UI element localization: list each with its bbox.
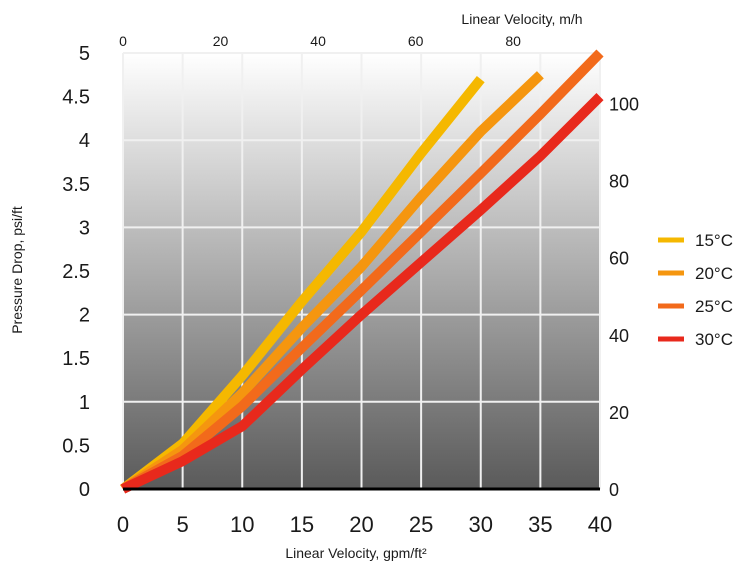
top-tick-labels: 0 20 40 60 80	[119, 33, 521, 49]
legend-label: 20°C	[695, 264, 733, 283]
x-tick-labels: 0 5 10 15 20 25 30 35 40	[117, 512, 612, 537]
y-tick-label: 0.5	[62, 435, 90, 457]
y-tick-label: 1.5	[62, 348, 90, 370]
y-tick-label: 4.5	[62, 87, 90, 109]
x-tick-label: 0	[117, 512, 129, 537]
x-tick-label: 25	[409, 512, 433, 537]
y-axis-title: Pressure Drop, psi/ft	[9, 206, 25, 334]
y-tick-label: 4	[79, 130, 90, 152]
series-lines	[119, 49, 604, 494]
x-tick-label: 40	[588, 512, 612, 537]
y-tick-label: 2	[79, 305, 90, 327]
x-tick-label: 15	[290, 512, 314, 537]
top-tick-label: 80	[505, 33, 521, 49]
x-axis-title: Linear Velocity, gpm/ft²	[285, 545, 427, 561]
y-tick-label: 1	[79, 392, 90, 414]
right-tick-label: 0	[609, 480, 619, 500]
x-tick-label: 5	[177, 512, 189, 537]
right-tick-label: 100	[609, 95, 639, 115]
series-line-30deg-C	[120, 93, 604, 494]
series-line-20deg-C	[120, 71, 544, 494]
top-tick-label: 60	[408, 33, 424, 49]
y-tick-label: 3	[79, 217, 90, 239]
x-tick-label: 10	[230, 512, 254, 537]
top-axis-title: Linear Velocity, m/h	[461, 11, 582, 27]
legend: 15°C 20°C 25°C 30°C	[658, 231, 733, 349]
right-tick-label: 60	[609, 249, 629, 269]
x-tick-label: 20	[349, 512, 373, 537]
y-tick-label: 0	[79, 479, 90, 501]
right-tick-label: 80	[609, 172, 629, 192]
x-tick-label: 30	[469, 512, 493, 537]
legend-label: 25°C	[695, 297, 733, 316]
x-tick-label: 35	[528, 512, 552, 537]
right-tick-labels: 0 20 40 60 80 100	[609, 95, 639, 500]
series-line-25deg-C	[120, 49, 604, 494]
legend-label: 15°C	[695, 231, 733, 250]
y-tick-labels: 0 0.5 1 1.5 2 2.5 3 3.5 4 4.5 5	[62, 43, 90, 501]
y-tick-label: 3.5	[62, 174, 90, 196]
right-tick-label: 40	[609, 326, 629, 346]
y-tick-label: 2.5	[62, 261, 90, 283]
legend-label: 30°C	[695, 330, 733, 349]
top-tick-label: 40	[310, 33, 326, 49]
y-tick-label: 5	[79, 43, 90, 65]
top-tick-label: 0	[119, 33, 127, 49]
top-tick-label: 20	[213, 33, 229, 49]
right-tick-label: 20	[609, 403, 629, 423]
